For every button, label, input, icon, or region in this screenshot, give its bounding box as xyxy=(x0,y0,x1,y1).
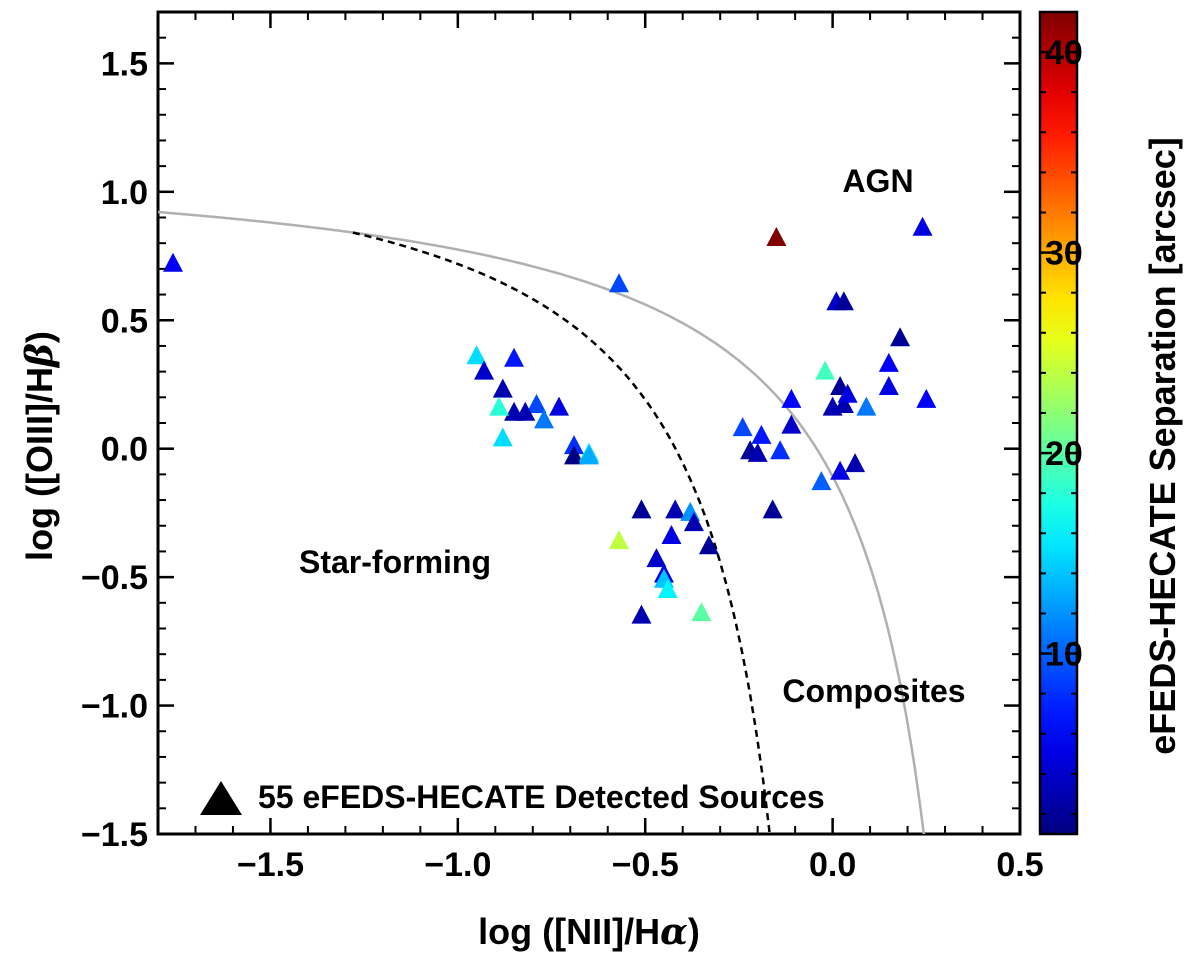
x-axis-title: log ([NII]/Hα) xyxy=(478,911,700,953)
colorbar-fill xyxy=(1038,10,1079,836)
data-point xyxy=(815,360,836,380)
x-tick-label: 0.5 xyxy=(996,846,1043,884)
data-point xyxy=(845,453,866,473)
data-point xyxy=(830,460,851,480)
data-point xyxy=(878,376,899,396)
data-point xyxy=(489,396,510,416)
plot-border xyxy=(156,10,1022,836)
colorbar-tick-label: 40 xyxy=(1045,34,1083,72)
data-point xyxy=(856,396,877,416)
data-point xyxy=(534,409,555,429)
data-point xyxy=(762,499,783,519)
data-point xyxy=(504,347,525,367)
kauffmann-curve xyxy=(352,231,771,834)
data-point xyxy=(564,435,585,455)
colorbar-tick-label: 20 xyxy=(1045,435,1083,473)
data-point xyxy=(608,530,629,550)
data-point xyxy=(751,424,772,444)
data-point xyxy=(549,396,570,416)
data-point xyxy=(770,440,791,460)
data-point xyxy=(162,252,183,272)
colorbar-tick-label: 10 xyxy=(1045,636,1083,674)
plot-frame xyxy=(156,10,1022,836)
demarcation-curves xyxy=(158,210,926,834)
colorbar-title: eFEDS-HECATE Separation [arcsec] xyxy=(1142,137,1183,755)
x-tick-label: 0.0 xyxy=(809,846,856,884)
data-point xyxy=(833,291,854,311)
y-tick-label: −1.0 xyxy=(81,688,148,726)
data-point xyxy=(474,360,495,380)
data-point xyxy=(492,427,513,447)
y-tick-label: 0.0 xyxy=(101,431,148,469)
data-point xyxy=(916,388,937,408)
colorbar-tick-label: 30 xyxy=(1045,235,1083,273)
data-point xyxy=(781,414,802,434)
data-point xyxy=(890,327,911,347)
data-point xyxy=(878,352,899,372)
x-tick-label: −0.5 xyxy=(612,846,679,884)
y-tick-label: 1.5 xyxy=(101,45,148,83)
data-point xyxy=(811,471,832,491)
x-tick-label: −1.5 xyxy=(237,846,304,884)
y-axis-title: log ([OIII]/Hβ) xyxy=(19,331,61,561)
data-point xyxy=(691,602,712,622)
data-point xyxy=(515,401,536,421)
region-label-star-forming: Star-forming xyxy=(299,544,491,580)
data-point xyxy=(683,512,704,532)
x-tick-label: −1.0 xyxy=(424,846,491,884)
y-tick-label: −1.5 xyxy=(81,816,148,854)
data-point xyxy=(466,345,487,365)
data-point xyxy=(837,383,858,403)
legend-triangle-icon xyxy=(200,781,242,815)
axes: −1.5 −1.0 −0.5 0.0 0.5 −1.5 −1.0 −0.5 0.0 0.5 1.0 1… xyxy=(81,11,1044,884)
data-point xyxy=(665,499,686,519)
data-point xyxy=(912,216,933,236)
data-point xyxy=(661,525,682,545)
data-point xyxy=(781,388,802,408)
data-point xyxy=(526,394,547,414)
data-point xyxy=(646,548,667,568)
kewley-curve xyxy=(158,210,926,834)
data-points xyxy=(162,216,937,624)
legend-label: 55 eFEDS-HECATE Detected Sources xyxy=(258,779,825,815)
y-tick-label: 0.5 xyxy=(101,302,148,340)
data-point xyxy=(564,445,585,465)
data-point xyxy=(631,499,652,519)
data-point xyxy=(608,273,629,293)
data-point xyxy=(680,501,701,521)
region-label-agn: AGN xyxy=(842,163,913,199)
data-point xyxy=(698,535,719,555)
data-point xyxy=(833,394,854,414)
data-point xyxy=(631,604,652,624)
data-point xyxy=(492,378,513,398)
data-point xyxy=(579,445,599,465)
region-label-composites: Composites xyxy=(782,673,965,709)
colorbar: 10 20 30 40 xyxy=(1038,10,1083,836)
data-point xyxy=(657,578,678,598)
y-tick-label: −0.5 xyxy=(81,559,148,597)
y-tick-label: 1.0 xyxy=(101,174,148,212)
data-point xyxy=(747,442,768,462)
data-point xyxy=(732,417,753,437)
data-point xyxy=(766,227,787,247)
